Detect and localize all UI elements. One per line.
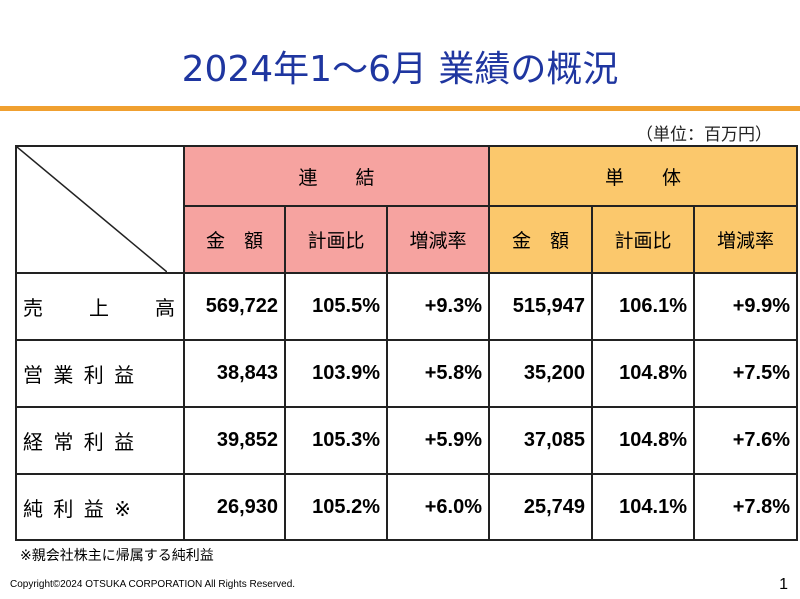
diagonal bbox=[17, 147, 167, 272]
group-header: 単 体 bbox=[488, 145, 798, 207]
corner-cell bbox=[15, 145, 185, 274]
cell-value: 105.2% bbox=[284, 473, 388, 541]
cell-value: +7.6% bbox=[693, 406, 798, 475]
cell-value: +5.8% bbox=[386, 339, 490, 408]
cell-value: 106.1% bbox=[591, 272, 695, 341]
cell-value: +9.3% bbox=[386, 272, 490, 341]
copyright: Copyright©2024 OTSUKA CORPORATION All Ri… bbox=[10, 579, 296, 590]
cell-value: 103.9% bbox=[284, 339, 388, 408]
table-row: 純 利 益 ※ 26,930 105.2% +6.0% 25,749 104.1% +7.8… bbox=[15, 473, 798, 541]
row-label: 売 上 高 bbox=[15, 272, 185, 341]
row-label: 営 業 利 益 bbox=[15, 339, 185, 408]
table-row: 経 常 利 益 39,852 105.3% +5.9% 37,085 104.8% +7.6… bbox=[15, 406, 798, 475]
cell-value: 105.3% bbox=[284, 406, 388, 475]
column-header: 増減率 bbox=[693, 205, 798, 274]
row-label: 純 利 益 ※ bbox=[15, 473, 185, 541]
cell-value: +5.9% bbox=[386, 406, 490, 475]
column-header: 金 額 bbox=[488, 205, 593, 274]
footnote: ※親会社株主に帰属する純利益 bbox=[20, 548, 214, 564]
cell-value: +9.9% bbox=[693, 272, 798, 341]
cell-value: 25,749 bbox=[488, 473, 593, 541]
column-header: 増減率 bbox=[386, 205, 490, 274]
cell-value: 38,843 bbox=[183, 339, 286, 408]
cell-value: 104.8% bbox=[591, 406, 695, 475]
title: 2024年1～6月 業績の概況 bbox=[181, 49, 619, 90]
table-row: 営 業 利 益 38,843 103.9% +5.8% 35,200 104.8% +7.5… bbox=[15, 339, 798, 408]
table-row: 売 上 高 569,722 105.5% +9.3% 515,947 106.1% +9.9… bbox=[15, 272, 798, 341]
group-header: 連 結 bbox=[183, 145, 490, 207]
column-header: 計画比 bbox=[284, 205, 388, 274]
cell-value: 569,722 bbox=[183, 272, 286, 341]
cell-value: 104.1% bbox=[591, 473, 695, 541]
cell-value: 35,200 bbox=[488, 339, 593, 408]
column-header: 金 額 bbox=[183, 205, 286, 274]
results-table: 連 結 単 体 金 額計画比 増減率金 額計画比 増減率 売 上 高 569,722 1… bbox=[15, 145, 798, 541]
divider bbox=[0, 106, 800, 111]
cell-value: 37,085 bbox=[488, 406, 593, 475]
column-header: 計画比 bbox=[591, 205, 695, 274]
cell-value: +7.8% bbox=[693, 473, 798, 541]
cell-value: 26,930 bbox=[183, 473, 286, 541]
cell-value: 105.5% bbox=[284, 272, 388, 341]
row-label: 経 常 利 益 bbox=[15, 406, 185, 475]
cell-value: 515,947 bbox=[488, 272, 593, 341]
unit-note: （単位：百万円） bbox=[636, 125, 772, 145]
cell-value: +7.5% bbox=[693, 339, 798, 408]
cell-value: +6.0% bbox=[386, 473, 490, 541]
cell-value: 104.8% bbox=[591, 339, 695, 408]
cell-value: 39,852 bbox=[183, 406, 286, 475]
page-number: 1 bbox=[779, 576, 788, 593]
